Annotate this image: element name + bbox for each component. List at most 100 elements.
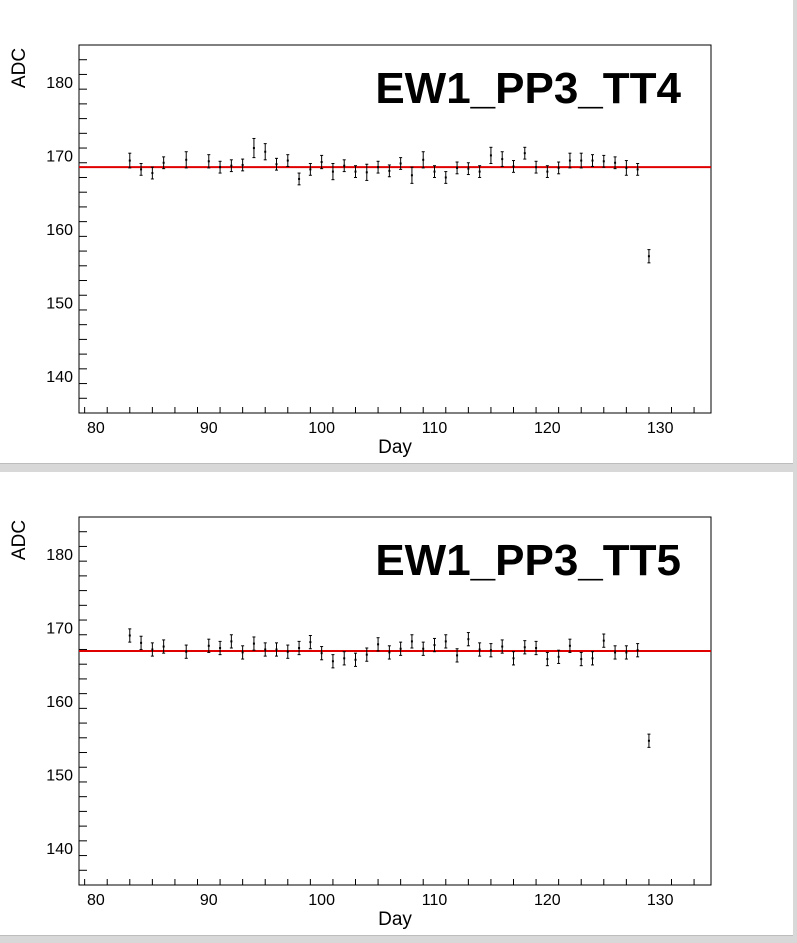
marker — [422, 158, 425, 161]
marker — [185, 650, 188, 653]
marker — [128, 634, 131, 637]
data-point — [613, 645, 617, 660]
x-tick-label: 90 — [200, 420, 218, 437]
marker — [309, 168, 312, 171]
data-point — [455, 161, 459, 175]
data-point — [466, 632, 470, 647]
data-point — [184, 644, 188, 659]
data-point — [557, 161, 561, 175]
data-point — [331, 654, 335, 669]
data-point — [241, 645, 245, 660]
y-tick-label: 150 — [46, 768, 73, 785]
data-point — [545, 165, 549, 178]
marker — [354, 170, 357, 173]
data-point — [500, 639, 504, 654]
marker — [377, 166, 380, 169]
marker — [252, 147, 255, 150]
chart-panel-top: 140 150 160 170 180 80 90 100 110 120 130 Day ADC EW1… — [0, 0, 793, 463]
data-point — [624, 160, 628, 176]
data-point — [591, 154, 594, 167]
marker — [444, 640, 447, 643]
data-point — [275, 642, 278, 657]
marker — [489, 154, 492, 157]
data-point — [162, 639, 166, 654]
marker — [568, 159, 571, 162]
marker — [591, 159, 594, 162]
canvas-right-border — [793, 0, 797, 942]
marker — [140, 168, 143, 171]
marker — [456, 654, 459, 657]
data-point — [218, 160, 222, 174]
marker — [512, 657, 515, 660]
data-point — [139, 162, 143, 176]
marker — [467, 638, 470, 641]
data-point — [252, 137, 256, 159]
y-tick-label: 140 — [46, 369, 73, 386]
data-point — [444, 171, 448, 184]
marker — [264, 150, 267, 153]
marker — [151, 172, 154, 175]
data-point — [557, 649, 561, 664]
data-point — [229, 159, 233, 173]
data-point — [512, 160, 515, 173]
marker — [535, 166, 538, 169]
marker — [399, 647, 402, 650]
marker — [410, 640, 413, 643]
data-point — [207, 154, 211, 169]
marker — [275, 648, 278, 651]
data-point — [647, 733, 651, 748]
marker — [467, 167, 470, 170]
data-point — [128, 152, 132, 169]
marker — [512, 165, 515, 168]
marker — [343, 164, 346, 167]
data-point — [478, 165, 482, 178]
data-point — [207, 638, 211, 653]
marker — [343, 657, 346, 660]
y-tick-label: 160 — [46, 694, 73, 711]
marker — [546, 170, 549, 173]
data-point — [512, 651, 515, 666]
marker — [140, 641, 143, 644]
marker — [275, 163, 278, 166]
marker — [207, 160, 210, 163]
marker — [230, 164, 233, 167]
marker — [456, 166, 459, 169]
data-point — [489, 146, 493, 164]
marker — [444, 176, 447, 179]
y-axis-title: ADC — [9, 520, 30, 560]
marker — [162, 645, 165, 648]
marker — [591, 657, 594, 660]
x-tick-label: 120 — [534, 892, 561, 909]
data-point — [275, 157, 278, 171]
x-tick-label: 90 — [200, 892, 218, 909]
data-point — [184, 151, 188, 169]
x-tick-label: 100 — [308, 420, 335, 437]
data-point — [320, 646, 324, 661]
chart-ew1-pp3-tt4: 140 150 160 170 180 80 90 100 110 120 130 Day ADC EW1… — [9, 44, 712, 458]
marker — [365, 171, 368, 174]
data-point — [636, 643, 640, 658]
data-point — [579, 152, 583, 169]
y-tick-label: 170 — [46, 148, 73, 165]
marker — [535, 647, 538, 650]
data-point — [263, 642, 267, 657]
data-point — [410, 166, 414, 184]
marker — [264, 648, 267, 651]
data-point — [444, 634, 448, 649]
data-point — [523, 640, 527, 655]
x-tick-label: 130 — [647, 892, 674, 909]
marker — [614, 161, 617, 164]
data-point — [591, 651, 594, 666]
data-point — [478, 642, 482, 657]
data-point — [410, 634, 414, 649]
data-point — [500, 151, 504, 167]
marker — [501, 158, 504, 161]
marker — [647, 255, 650, 258]
data-point — [150, 166, 154, 180]
marker — [489, 649, 492, 652]
marker — [320, 161, 323, 164]
chart-ew1-pp3-tt5: 140 150 160 170 180 80 90 100 110 120 130 Day ADC EW1… — [9, 516, 712, 930]
data-point — [252, 636, 256, 651]
data-point — [613, 156, 617, 170]
data-point — [229, 634, 233, 649]
